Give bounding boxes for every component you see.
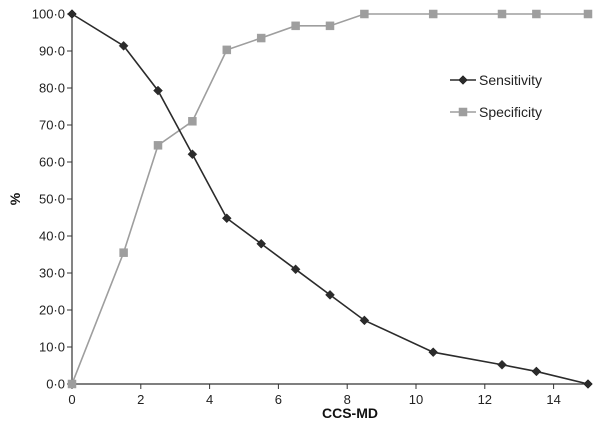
y-ticks: 0·0 10·0 20·0 30·0 40·0 50·0 60·0 70·0 80·0 90·0 1… xyxy=(32,7,72,392)
x-tick-label: 12 xyxy=(478,392,492,407)
x-tick-label: 0 xyxy=(68,392,75,407)
y-tick-label: 80·0 xyxy=(39,81,65,96)
x-ticks: 0 2 4 6 8 10 12 14 xyxy=(68,384,561,407)
x-tick-label: 8 xyxy=(344,392,351,407)
y-tick-label: 40·0 xyxy=(39,229,65,244)
y-tick-label: 50·0 xyxy=(39,192,65,207)
y-tick-label: 20·0 xyxy=(39,303,65,318)
specificity-point xyxy=(188,117,197,126)
sensitivity-point xyxy=(325,289,335,300)
specificity-point xyxy=(360,9,369,19)
x-tick-label: 2 xyxy=(137,392,144,407)
specificity-point xyxy=(532,9,541,19)
sensitivity-point xyxy=(256,238,267,249)
x-tick-label: 4 xyxy=(206,392,213,407)
x-tick-label: 10 xyxy=(409,392,423,407)
sensitivity-point xyxy=(497,359,507,370)
y-axis-title: % xyxy=(7,192,23,205)
legend: Sensitivity Specificity xyxy=(450,72,542,120)
sensitivity-point xyxy=(221,213,232,224)
sensitivity-legend-marker xyxy=(458,75,468,85)
specificity-point xyxy=(67,379,77,389)
specificity-point xyxy=(583,9,593,19)
series-markers xyxy=(67,9,593,389)
specificity-line xyxy=(71,13,588,385)
x-tick-label: 6 xyxy=(275,392,282,407)
sensitivity-line xyxy=(71,13,589,385)
sensitivity-point xyxy=(428,347,439,358)
y-tick-label: 60·0 xyxy=(39,155,65,170)
x-tick-label: 14 xyxy=(546,392,560,407)
sensitivity-point xyxy=(359,315,370,326)
y-tick-label: 0·0 xyxy=(46,377,65,392)
series-lines xyxy=(71,13,589,385)
sensitivity-point xyxy=(118,40,129,51)
sensitivity-point xyxy=(187,149,198,160)
y-tick-label: 10·0 xyxy=(39,340,65,355)
sensitivity-legend-label: Sensitivity xyxy=(479,72,542,88)
axes xyxy=(71,14,588,385)
specificity-point xyxy=(256,33,266,43)
specificity-point xyxy=(222,45,232,55)
y-tick-label: 30·0 xyxy=(39,266,65,281)
y-tick-label: 70·0 xyxy=(39,118,65,133)
specificity-point xyxy=(497,9,507,19)
sensitivity-point xyxy=(583,379,593,389)
sensitivity-point xyxy=(153,85,163,96)
y-tick-label: 100·0 xyxy=(32,7,65,22)
sensitivity-point xyxy=(67,9,77,19)
specificity-point xyxy=(119,248,128,257)
sensitivity-point xyxy=(531,366,542,377)
specificity-legend-marker xyxy=(458,107,468,117)
specificity-legend-label: Specificity xyxy=(479,104,542,120)
specificity-point xyxy=(153,141,163,150)
specificity-point xyxy=(325,21,335,31)
specificity-point xyxy=(291,21,300,31)
sensitivity-point xyxy=(290,264,301,275)
x-axis-title: CCS-MD xyxy=(322,405,378,421)
specificity-point xyxy=(428,9,438,19)
y-tick-label: 90·0 xyxy=(39,44,65,59)
